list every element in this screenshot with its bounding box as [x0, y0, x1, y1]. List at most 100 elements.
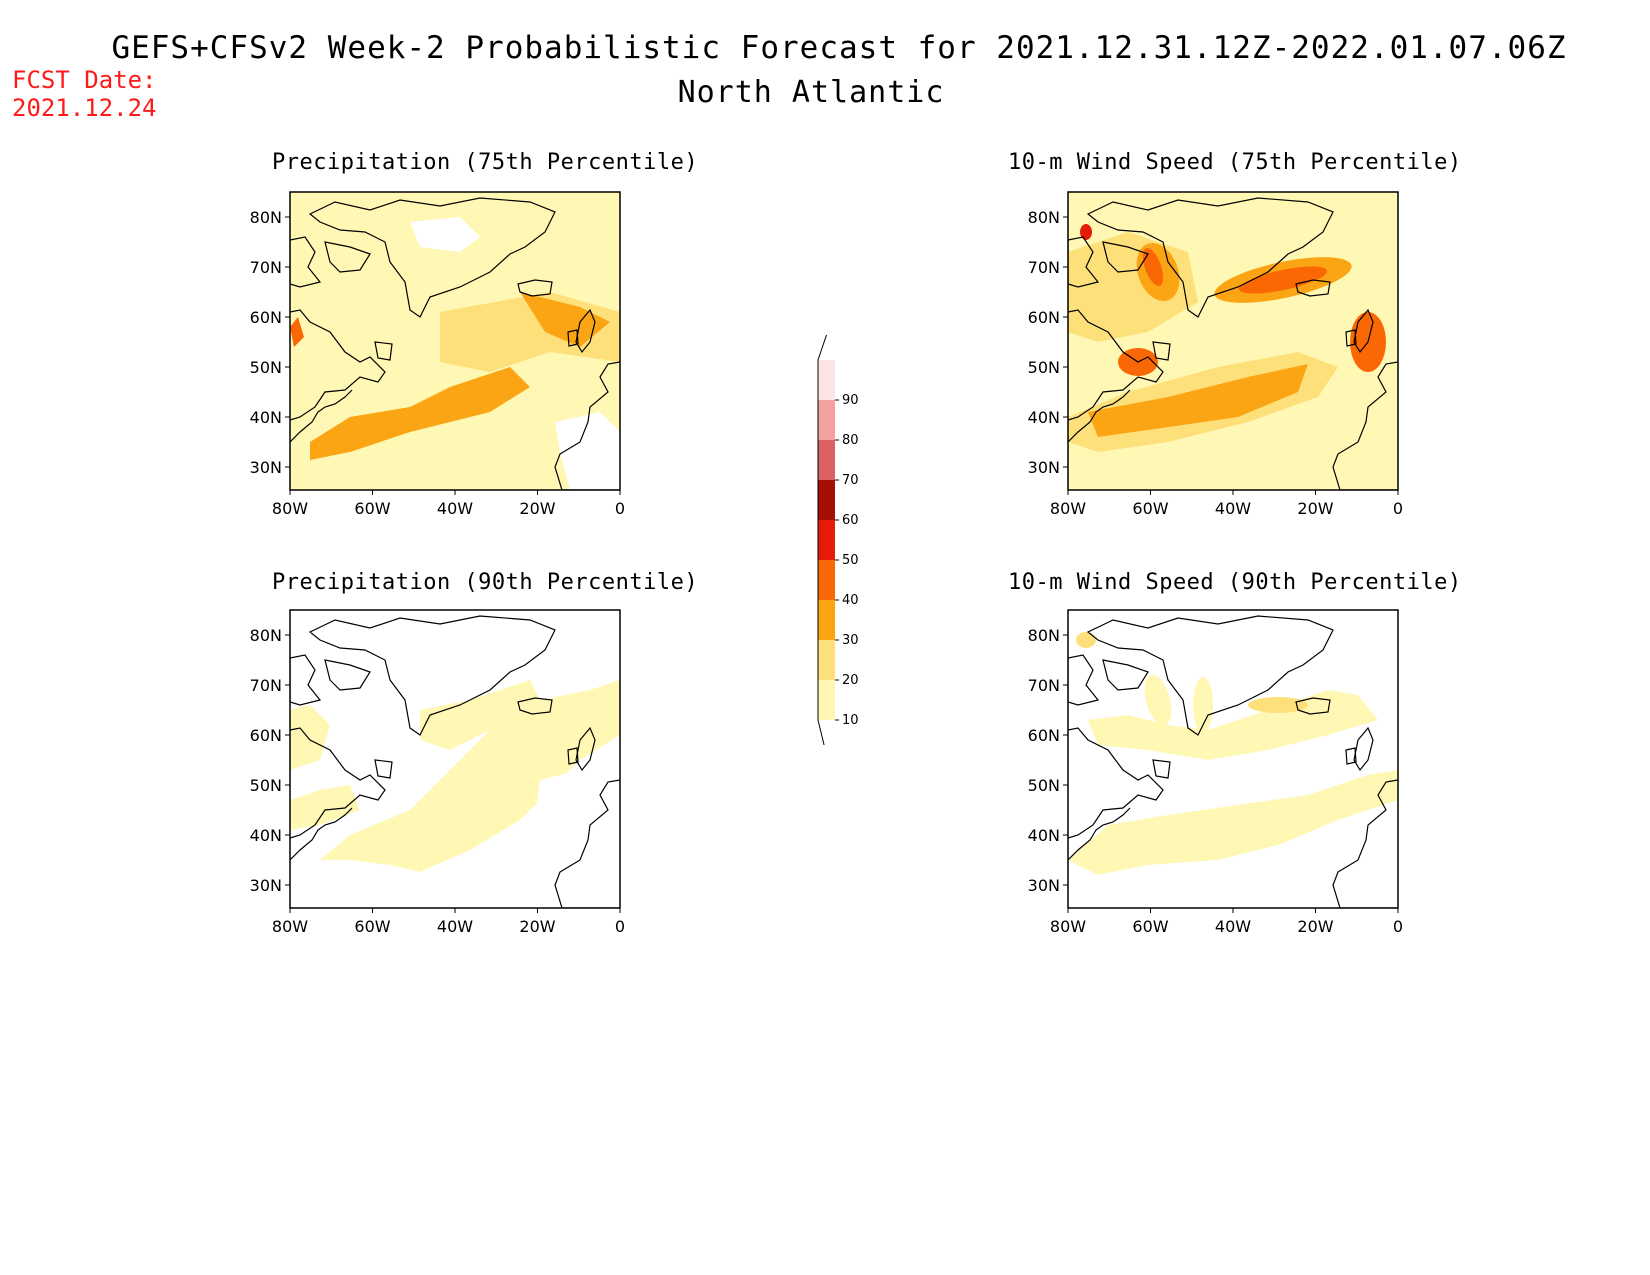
precip75-probability-region [520, 292, 610, 347]
wind90-lat-tick-label: 40N [1028, 826, 1060, 845]
panel-title-wind-90: 10-m Wind Speed (90th Percentile) [1008, 570, 1462, 595]
colorbar-level-label: 60 [842, 513, 859, 528]
colorbar-level-label: 90 [842, 393, 859, 408]
wind90-lon-tick-label: 0 [1393, 917, 1403, 936]
fcst-date-label: FCST Date: [12, 66, 157, 94]
colorbar-swatch [818, 360, 835, 400]
colorbar-swatch [818, 680, 835, 720]
precip75-lon-tick-label: 60W [354, 499, 390, 518]
precip90-lat-tick-label: 80N [250, 626, 282, 645]
precip90-lat-tick-label: 70N [250, 676, 282, 695]
precip75-lon-tick-label: 40W [437, 499, 473, 518]
colorbar-swatch [818, 640, 835, 680]
precip75-lat-tick-label: 70N [250, 258, 282, 277]
wind90-lat-tick-label: 50N [1028, 776, 1060, 795]
colorbar-level-label: 50 [842, 553, 859, 568]
precip90-lon-tick-label: 40W [437, 917, 473, 936]
map-precip-90: 80N 70N 60N 50N 40N 30N 80W 60W 40W 20W 0 [250, 609, 625, 936]
wind75-lat-tick-label: 40N [1028, 408, 1060, 427]
colorbar-level-label: 70 [842, 473, 859, 488]
panel-title-precip-75: Precipitation (75th Percentile) [272, 150, 699, 175]
panel-title-precip-90: Precipitation (90th Percentile) [272, 570, 699, 595]
wind90-coastlines [1068, 615, 1398, 908]
wind75-lon-tick-label: 60W [1132, 499, 1168, 518]
wind90-lat-tick-label: 80N [1028, 626, 1060, 645]
wind75-lon-tick-label: 0 [1393, 499, 1403, 518]
wind75-probability-region [1218, 312, 1298, 342]
colorbar-level-label: 80 [842, 433, 859, 448]
precip90-coastlines [290, 615, 620, 908]
wind75-lat-tick-label: 60N [1028, 308, 1060, 327]
colorbar-legend: 10 20 30 40 50 60 70 80 90 [817, 335, 859, 745]
wind75-coastlines [1068, 197, 1398, 490]
precip75-no-signal-region [410, 217, 480, 252]
map-precip-75: 80N 70N 60N 50N 40N 30N 80W 60W 40W 20W 0 [250, 191, 625, 518]
figure-subtitle: North Atlantic [677, 75, 945, 110]
precip90-lon-tick-label: 0 [615, 917, 625, 936]
precip75-probability-region [290, 317, 304, 347]
precip90-probability-region [290, 705, 330, 770]
wind75-probability-region [1088, 364, 1308, 437]
precip90-lon-tick-label: 60W [354, 917, 390, 936]
precip75-lon-tick-label: 0 [615, 499, 625, 518]
precip90-lat-tick-label: 30N [250, 876, 282, 895]
map-wind-90: 80N 70N 60N 50N 40N 30N 80W 60W 40W 20W 0 [1028, 609, 1403, 936]
precip90-probability-region [420, 680, 540, 750]
wind75-lon-tick-label: 40W [1215, 499, 1251, 518]
precip75-lat-tick-label: 60N [250, 308, 282, 327]
precip75-lat-tick-label: 30N [250, 458, 282, 477]
precip90-plot-area: 80N 70N 60N 50N 40N 30N 80W 60W 40W 20W 0 [250, 609, 625, 936]
precip90-probability-region [320, 680, 620, 872]
colorbar-swatch [818, 440, 835, 480]
wind90-plot-area: 80N 70N 60N 50N 40N 30N 80W 60W 40W 20W 0 [1028, 609, 1403, 936]
colorbar-top-cap [818, 335, 835, 360]
wind90-lon-tick-label: 20W [1297, 917, 1333, 936]
wind75-lat-tick-label: 80N [1028, 208, 1060, 227]
wind90-probability-region [1076, 632, 1096, 648]
wind90-lat-tick-label: 70N [1028, 676, 1060, 695]
precip90-lat-tick-label: 40N [250, 826, 282, 845]
wind90-lon-tick-label: 60W [1132, 917, 1168, 936]
wind75-probability-region [1142, 248, 1164, 286]
colorbar-level-label: 10 [842, 713, 859, 728]
precip75-no-signal-region [555, 412, 620, 490]
colorbar-swatch [818, 600, 835, 640]
precip90-probability-region [290, 785, 360, 830]
wind90-lon-tick-label: 40W [1215, 917, 1251, 936]
wind75-probability-region [1080, 224, 1092, 240]
wind75-lat-tick-label: 50N [1028, 358, 1060, 377]
precip75-coastlines [290, 197, 620, 490]
colorbar-swatch [818, 400, 835, 440]
wind75-lon-tick-label: 20W [1297, 499, 1333, 518]
precip90-lon-tick-label: 80W [272, 917, 308, 936]
map-wind-75: 80N 70N 60N 50N 40N 30N 80W 60W 40W 20W 0 [1028, 191, 1403, 518]
panel-title-wind-75: 10-m Wind Speed (75th Percentile) [1008, 150, 1462, 175]
colorbar-level-label: 30 [842, 633, 859, 648]
precip75-lat-tick-label: 80N [250, 208, 282, 227]
wind90-lon-tick-label: 80W [1050, 917, 1086, 936]
wind75-probability-region [1238, 266, 1328, 294]
wind90-probability-region [1248, 697, 1308, 713]
wind75-lon-tick-label: 80W [1050, 499, 1086, 518]
colorbar-swatch [818, 480, 835, 520]
wind75-lat-tick-label: 30N [1028, 458, 1060, 477]
colorbar-level-label: 20 [842, 673, 859, 688]
wind90-probability-region [1144, 674, 1172, 726]
precip75-plot-area: 80N 70N 60N 50N 40N 30N 80W 60W 40W 20W 0 [250, 191, 625, 518]
colorbar-swatch [818, 520, 835, 560]
colorbar-swatch [818, 560, 835, 600]
colorbar-level-label: 40 [842, 593, 859, 608]
figure-title: GEFS+CFSv2 Week-2 Probabilistic Forecast… [111, 30, 1567, 66]
wind90-lat-tick-label: 60N [1028, 726, 1060, 745]
wind90-probability-region [1068, 770, 1398, 875]
wind90-lat-tick-label: 30N [1028, 876, 1060, 895]
precip90-no-signal-region [520, 760, 620, 908]
precip75-lat-tick-label: 40N [250, 408, 282, 427]
precip75-lon-tick-label: 20W [519, 499, 555, 518]
fcst-date-value: 2021.12.24 [12, 94, 157, 122]
wind75-plot-area: 80N 70N 60N 50N 40N 30N 80W 60W 40W 20W 0 [1028, 191, 1403, 518]
wind90-probability-region [1193, 677, 1213, 733]
precip75-lon-tick-label: 80W [272, 499, 308, 518]
precip90-lat-tick-label: 50N [250, 776, 282, 795]
precip75-probability-region [310, 367, 530, 460]
